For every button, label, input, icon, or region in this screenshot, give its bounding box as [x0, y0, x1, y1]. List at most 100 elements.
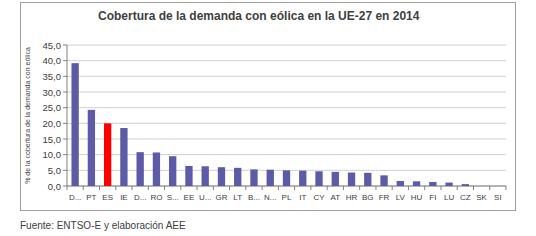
x-tick-label: SI	[494, 193, 502, 202]
grid-line	[67, 92, 506, 93]
bar	[202, 166, 209, 186]
x-tick-label: GR	[215, 193, 227, 202]
bar	[332, 172, 339, 186]
x-tick	[115, 186, 116, 190]
bar	[283, 170, 290, 186]
y-tick	[63, 45, 67, 46]
x-tick-label: FR	[379, 193, 390, 202]
bar	[234, 168, 241, 186]
x-tick	[148, 186, 149, 190]
x-tick	[83, 186, 84, 190]
bar	[104, 123, 111, 186]
bar	[380, 175, 387, 186]
bar	[153, 152, 160, 186]
x-tick	[392, 186, 393, 190]
y-tick	[63, 186, 67, 187]
x-tick	[132, 186, 133, 190]
y-tick-label: 15,0	[43, 134, 62, 145]
bar	[218, 167, 225, 186]
x-tick-label: LT	[233, 193, 242, 202]
bar	[250, 169, 257, 186]
x-tick	[229, 186, 230, 190]
x-tick-label: IT	[299, 193, 306, 202]
y-tick	[63, 170, 67, 171]
x-tick	[327, 186, 328, 190]
x-tick-label: CZ	[460, 193, 471, 202]
x-tick	[375, 186, 376, 190]
bar	[137, 152, 144, 186]
y-tick-label: 40,0	[43, 55, 62, 66]
y-tick-label: 35,0	[43, 71, 62, 82]
x-tick	[343, 186, 344, 190]
bar	[429, 182, 436, 186]
x-tick	[310, 186, 311, 190]
bar	[478, 186, 485, 187]
bar	[88, 110, 95, 186]
x-tick	[213, 186, 214, 190]
x-tick-label: N...	[264, 193, 276, 202]
grid-line	[67, 45, 506, 46]
x-tick	[489, 186, 490, 190]
y-tick	[63, 107, 67, 108]
x-tick	[457, 186, 458, 190]
y-tick	[63, 154, 67, 155]
x-tick-label: S...	[167, 193, 179, 202]
x-tick	[408, 186, 409, 190]
chart-frame	[21, 3, 516, 211]
bars	[71, 63, 469, 186]
x-tick	[99, 186, 100, 190]
x-tick	[473, 186, 474, 190]
y-tick-label: 45,0	[43, 40, 62, 51]
grid-line	[67, 154, 506, 155]
x-tick	[180, 186, 181, 190]
bar	[267, 170, 274, 186]
y-tick-label: 25,0	[43, 102, 62, 113]
y-tick	[63, 76, 67, 77]
bar	[299, 171, 306, 186]
bar	[185, 166, 192, 186]
bar	[413, 181, 420, 186]
x-tick-label: CY	[313, 193, 325, 202]
x-tick-label: B...	[248, 193, 260, 202]
y-axis-label: % de la cobertura de la demanda con eóli…	[24, 47, 31, 184]
x-tick-label: U...	[199, 193, 211, 202]
x-tick-label: D...	[69, 193, 81, 202]
title: Cobertura de la demanda con eólica en la…	[98, 9, 420, 23]
bar	[71, 63, 78, 186]
x-tick-label: LV	[396, 193, 406, 202]
x-tick-label: D...	[134, 193, 146, 202]
x-tick-label: RO	[150, 193, 162, 202]
grid-line	[67, 76, 506, 77]
x-tick-label: FI	[429, 193, 436, 202]
bar	[315, 171, 322, 186]
bar	[169, 156, 176, 186]
grid-line	[67, 107, 506, 108]
source: Fuente: ENTSO-E y elaboración AEE	[20, 220, 186, 231]
bar	[364, 173, 371, 186]
x-tick	[278, 186, 279, 190]
x-tick-label: HU	[411, 193, 423, 202]
y-tick-label: 5,0	[48, 165, 61, 176]
grid-line	[67, 60, 506, 61]
y-tick	[63, 123, 67, 124]
x-tick-label: PL	[282, 193, 292, 202]
bar	[462, 184, 469, 186]
bar	[397, 181, 404, 186]
y-tick-label: 0,0	[48, 181, 61, 192]
x-tick-label: IE	[120, 193, 128, 202]
x-tick-label: ES	[102, 193, 113, 202]
grid-line	[67, 123, 506, 124]
x-tick-label: EE	[184, 193, 195, 202]
chart: Cobertura de la demanda con eólica en la…	[0, 0, 536, 236]
x-tick	[440, 186, 441, 190]
x-tick-label: LU	[444, 193, 454, 202]
x-tick-label: BG	[362, 193, 374, 202]
x-tick	[67, 186, 68, 190]
y-axis	[67, 45, 68, 186]
bar	[445, 183, 452, 186]
y-tick	[63, 139, 67, 140]
x-tick	[294, 186, 295, 190]
y-tick-label: 20,0	[43, 118, 62, 129]
x-tick-label: AT	[330, 193, 340, 202]
grid-line	[67, 139, 506, 140]
